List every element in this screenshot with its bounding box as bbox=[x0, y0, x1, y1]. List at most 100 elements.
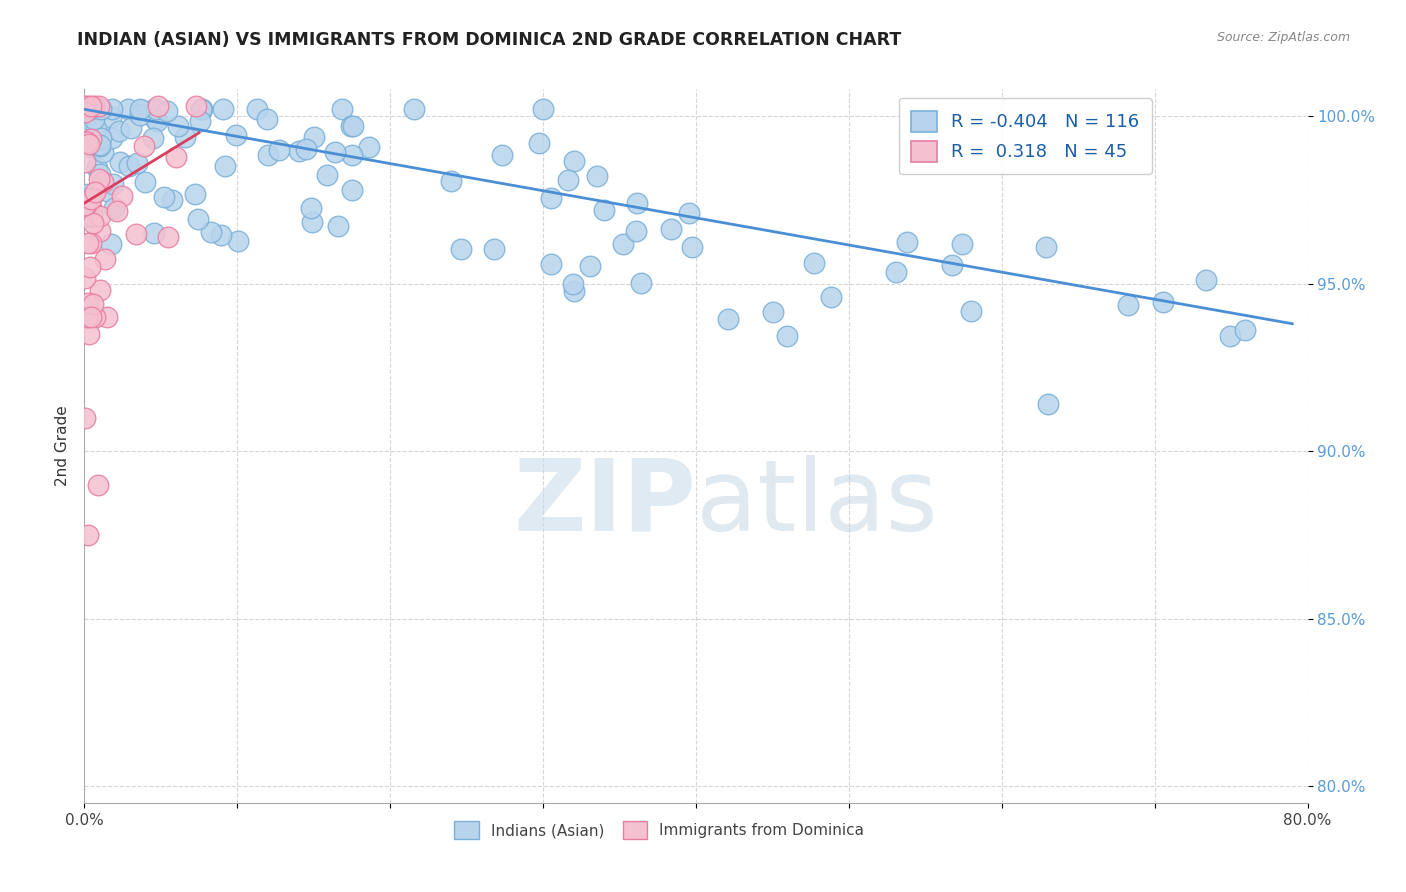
Point bbox=[145, 114, 167, 128]
Point bbox=[209, 227, 232, 242]
Point bbox=[191, 103, 214, 117]
Point bbox=[1035, 240, 1057, 254]
Point bbox=[77, 528, 100, 542]
Text: Source: ZipAtlas.com: Source: ZipAtlas.com bbox=[1216, 31, 1350, 45]
Point bbox=[118, 159, 141, 173]
Point bbox=[82, 216, 104, 230]
Point bbox=[562, 154, 585, 169]
Point bbox=[257, 147, 280, 161]
Point bbox=[75, 410, 97, 425]
Point bbox=[316, 168, 339, 182]
Point bbox=[184, 186, 207, 201]
Point bbox=[129, 103, 152, 117]
Point bbox=[134, 175, 156, 189]
Point bbox=[89, 138, 111, 153]
Point bbox=[83, 112, 105, 126]
Point bbox=[586, 169, 609, 184]
Point bbox=[80, 310, 103, 324]
Point bbox=[896, 235, 918, 249]
Point bbox=[80, 103, 103, 117]
Point bbox=[101, 131, 124, 145]
Point bbox=[80, 236, 103, 251]
Point bbox=[77, 186, 100, 201]
Point bbox=[245, 103, 267, 117]
Point bbox=[190, 103, 212, 117]
Point bbox=[77, 140, 100, 154]
Point bbox=[540, 191, 562, 205]
Point bbox=[100, 111, 122, 125]
Point bbox=[301, 215, 323, 229]
Point bbox=[174, 129, 197, 144]
Point bbox=[326, 219, 349, 234]
Point bbox=[89, 224, 111, 238]
Point bbox=[340, 147, 363, 161]
Point bbox=[612, 236, 634, 251]
Point bbox=[288, 145, 311, 159]
Point bbox=[111, 189, 134, 203]
Point bbox=[105, 203, 128, 218]
Point bbox=[269, 143, 291, 157]
Text: INDIAN (ASIAN) VS IMMIGRANTS FROM DOMINICA 2ND GRADE CORRELATION CHART: INDIAN (ASIAN) VS IMMIGRANTS FROM DOMINI… bbox=[77, 31, 901, 49]
Point bbox=[75, 155, 97, 169]
Point bbox=[103, 201, 125, 215]
Point bbox=[91, 145, 114, 159]
Point bbox=[342, 183, 364, 197]
Point bbox=[659, 222, 682, 236]
Point bbox=[884, 265, 907, 279]
Point bbox=[776, 329, 799, 343]
Point bbox=[630, 277, 652, 291]
Point bbox=[75, 198, 97, 212]
Point bbox=[75, 99, 97, 113]
Point bbox=[83, 99, 105, 113]
Point bbox=[440, 174, 463, 188]
Point bbox=[75, 198, 97, 212]
Point bbox=[211, 103, 233, 117]
Point bbox=[87, 477, 110, 491]
Point bbox=[562, 277, 585, 291]
Point bbox=[75, 105, 97, 120]
Point bbox=[142, 131, 165, 145]
Point bbox=[214, 160, 236, 174]
Point bbox=[101, 177, 124, 191]
Point bbox=[491, 148, 513, 162]
Point bbox=[129, 103, 152, 117]
Point bbox=[89, 139, 111, 153]
Point bbox=[340, 120, 363, 134]
Point bbox=[75, 116, 97, 130]
Point bbox=[80, 209, 103, 223]
Point bbox=[820, 290, 842, 304]
Point bbox=[593, 203, 616, 218]
Point bbox=[187, 212, 209, 227]
Point bbox=[156, 103, 179, 118]
Point bbox=[96, 184, 118, 198]
Point bbox=[1116, 298, 1139, 312]
Point bbox=[76, 99, 98, 113]
Point bbox=[86, 138, 108, 153]
Text: atlas: atlas bbox=[696, 455, 938, 551]
Point bbox=[162, 193, 184, 207]
Point bbox=[77, 236, 100, 251]
Point bbox=[80, 131, 103, 145]
Point bbox=[80, 99, 103, 113]
Point bbox=[941, 258, 963, 272]
Point bbox=[165, 150, 187, 164]
Point bbox=[579, 259, 602, 273]
Point bbox=[76, 310, 98, 324]
Point bbox=[100, 236, 122, 251]
Point bbox=[93, 252, 115, 267]
Point bbox=[76, 135, 98, 149]
Point bbox=[1195, 273, 1218, 287]
Point bbox=[146, 99, 169, 113]
Point bbox=[120, 121, 142, 136]
Point bbox=[527, 136, 550, 150]
Point bbox=[90, 130, 112, 145]
Point bbox=[91, 175, 114, 189]
Point bbox=[803, 256, 825, 270]
Point bbox=[117, 103, 139, 117]
Point bbox=[143, 227, 166, 241]
Point bbox=[76, 210, 98, 224]
Point bbox=[84, 310, 107, 324]
Point bbox=[200, 225, 222, 239]
Point bbox=[89, 167, 111, 181]
Point bbox=[84, 122, 107, 136]
